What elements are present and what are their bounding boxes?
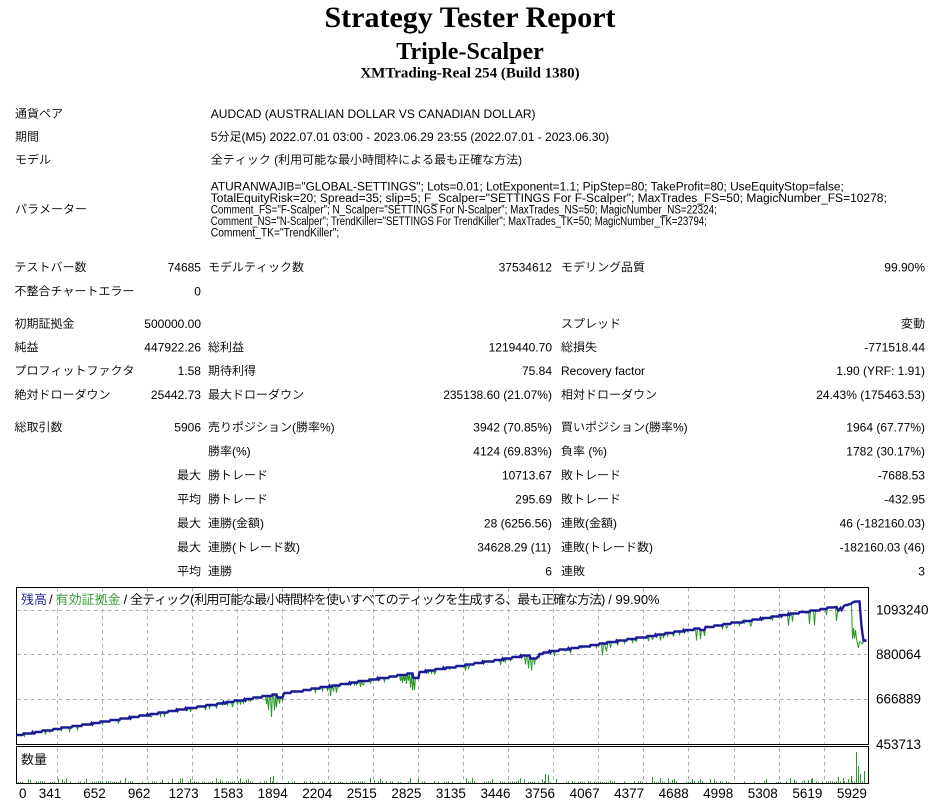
svg-text:447922.26: 447922.26 [144,340,201,354]
svg-text:): ) [260,516,264,530]
svg-text:341: 341 [39,786,62,801]
svg-text:1782 (30.17%): 1782 (30.17%) [846,444,925,458]
svg-text:Comment_TK="TrendKiller";: Comment_TK="TrendKiller"; [211,227,339,239]
svg-text:453713: 453713 [876,737,921,752]
svg-text:/ 99.90%: / 99.90% [608,592,660,607]
svg-text:(: ( [645,420,649,434]
svg-text:XMTrading-Real 254 (Build 1380: XMTrading-Real 254 (Build 1380) [360,66,579,82]
svg-text:1219440.70: 1219440.70 [489,340,553,354]
svg-text:34628.29 (11): 34628.29 (11) [477,540,551,554]
svg-text:ATURANWAJIB="GLOBAL-SETTINGS";: ATURANWAJIB="GLOBAL-SETTINGS"; Lots=0.01… [211,181,844,193]
svg-text:AUDCAD (AUSTRALIAN DOLLAR VS C: AUDCAD (AUSTRALIAN DOLLAR VS CANADIAN DO… [211,107,536,121]
svg-text:3942 (70.85%): 3942 (70.85%) [473,420,552,434]
svg-text:37534612: 37534612 [499,260,553,274]
svg-text:(: ( [585,540,589,554]
svg-text:): ) [296,540,300,554]
svg-text:Comment_NS="N-Scalper"; TrendK: Comment_NS="N-Scalper"; TrendKiller="SET… [211,216,707,228]
svg-text:4124 (69.83%): 4124 (69.83%) [473,444,552,458]
svg-text:-771518.44: -771518.44 [864,340,925,354]
svg-text:Comment_FS="F-Scalper"; N_Scal: Comment_FS="F-Scalper"; N_Scalper="SETTI… [211,204,717,216]
svg-text:2515: 2515 [347,786,377,801]
svg-text:235138.60 (21.07%): 235138.60 (21.07%) [443,388,552,402]
svg-text:1.58: 1.58 [178,364,202,378]
svg-text:74685: 74685 [168,260,202,274]
svg-text:-432.95: -432.95 [884,492,925,506]
svg-text:46 (-182160.03): 46 (-182160.03) [840,516,925,530]
svg-text:Triple-Scalper: Triple-Scalper [396,39,544,65]
svg-text:): ) [518,153,522,167]
svg-text:1964 (67.77%): 1964 (67.77%) [846,420,925,434]
svg-text:24.43% (175463.53): 24.43% (175463.53) [816,388,925,402]
svg-text:(%): (%) [232,444,251,458]
svg-text:(: ( [190,592,195,607]
svg-text:75.84: 75.84 [522,364,552,378]
svg-text:1894: 1894 [258,786,289,801]
svg-text:/: / [124,592,128,607]
svg-text:(: ( [232,540,236,554]
svg-text:%): %) [320,420,335,434]
svg-text:1.90 (YRF: 1.91): 1.90 (YRF: 1.91) [836,364,925,378]
svg-text:Recovery factor: Recovery factor [561,364,645,378]
svg-text:2825: 2825 [391,786,421,801]
svg-text:3135: 3135 [436,786,466,801]
svg-text:1093240: 1093240 [876,603,929,618]
svg-text:TotalEquityRisk=20; Spread=35;: TotalEquityRisk=20; Spread=35; slip=5; F… [211,193,887,205]
svg-text:0: 0 [194,284,201,298]
svg-text:4998: 4998 [703,786,733,801]
svg-text:666889: 666889 [876,692,921,707]
svg-text:(: ( [585,516,589,530]
svg-text:3: 3 [918,564,925,578]
svg-text:): ) [613,516,617,530]
svg-text:(: ( [271,153,278,167]
svg-text:500000.00: 500000.00 [144,317,201,331]
svg-text:10713.67: 10713.67 [502,468,552,482]
svg-text:4688: 4688 [659,786,689,801]
svg-text:4377: 4377 [614,786,644,801]
svg-text:962: 962 [128,786,151,801]
svg-text:5906: 5906 [174,420,201,434]
svg-text:880064: 880064 [876,647,922,662]
svg-text:99.90%: 99.90% [884,260,925,274]
svg-text:): ) [649,540,653,554]
svg-text:2204: 2204 [302,786,333,801]
svg-text:(: ( [292,420,296,434]
svg-text:-7688.53: -7688.53 [878,468,926,482]
svg-text:%): %) [673,420,688,434]
svg-text:3756: 3756 [525,786,555,801]
svg-text:3446: 3446 [480,786,510,801]
svg-text:295.69: 295.69 [515,492,552,506]
svg-text:5619: 5619 [792,786,822,801]
svg-text:25442.73: 25442.73 [151,388,201,402]
svg-text:(M5) 2022.07.01 03:00 - 2023.0: (M5) 2022.07.01 03:00 - 2023.06.29 23:55… [242,130,610,144]
svg-text:5: 5 [211,130,218,144]
svg-text:0: 0 [19,786,27,801]
svg-text:6: 6 [545,564,552,578]
svg-text:-182160.03 (46): -182160.03 (46) [840,540,925,554]
svg-text:Strategy Tester Report: Strategy Tester Report [324,1,615,34]
svg-text:(: ( [232,516,236,530]
svg-text:1273: 1273 [169,786,199,801]
svg-text:(%): (%) [585,444,607,458]
svg-text:5929: 5929 [837,786,867,801]
svg-text:5308: 5308 [748,786,778,801]
svg-text:652: 652 [83,786,106,801]
svg-text:4067: 4067 [570,786,600,801]
svg-text:/: / [49,592,53,607]
svg-text:1583: 1583 [213,786,243,801]
svg-text:28 (6256.56): 28 (6256.56) [484,516,552,530]
svg-text:): ) [601,592,605,607]
